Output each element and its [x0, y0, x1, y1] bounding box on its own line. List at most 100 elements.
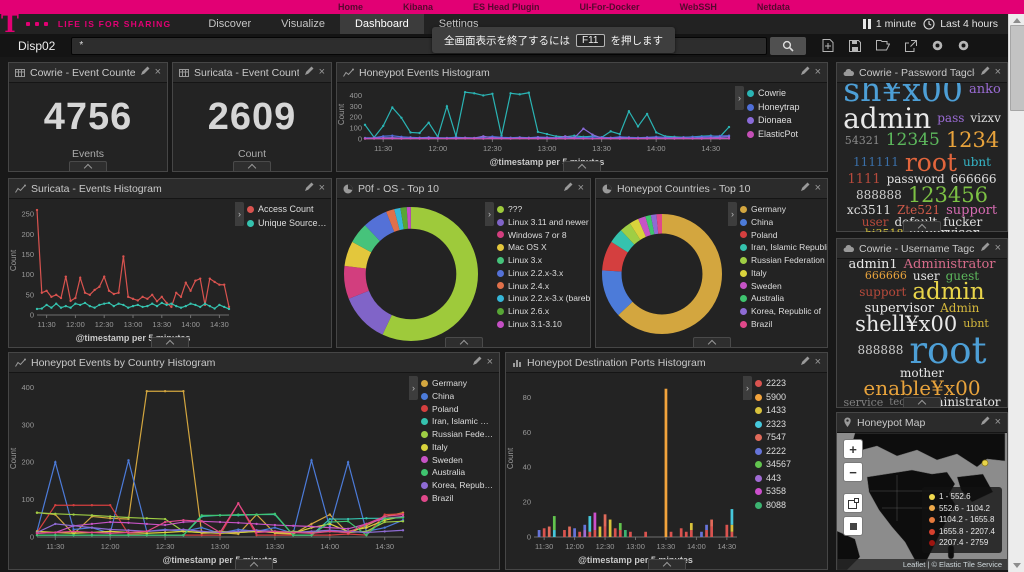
- tagcloud-word[interactable]: 111111: [853, 154, 899, 169]
- tagcloud-word[interactable]: support: [859, 284, 907, 299]
- edit-panel-icon[interactable]: [304, 182, 314, 195]
- tagcloud-word[interactable]: support: [946, 202, 998, 218]
- legend-item[interactable]: Australia: [421, 466, 493, 479]
- tagcloud-word[interactable]: admin1: [848, 259, 898, 272]
- edit-panel-icon[interactable]: [563, 182, 573, 195]
- legend-item[interactable]: Linux 3.1-3.10: [497, 318, 590, 331]
- tagcloud-word[interactable]: administrator: [917, 395, 1001, 408]
- countries-donut-chart[interactable]: [599, 211, 725, 337]
- edit-panel-icon[interactable]: [800, 66, 810, 79]
- close-panel-icon[interactable]: ×: [318, 66, 325, 78]
- legend-item[interactable]: 443: [755, 472, 821, 486]
- collapse-tab[interactable]: [69, 161, 107, 173]
- external-link-home[interactable]: Home: [338, 2, 364, 12]
- legend-toggle-icon[interactable]: ›: [409, 376, 418, 400]
- panel-header[interactable]: Cowrie - Event Counter ×: [9, 63, 167, 83]
- circle-button-2[interactable]: [958, 40, 969, 51]
- tagcloud-word[interactable]: ubnt: [963, 317, 989, 331]
- tagcloud-word[interactable]: user: [861, 214, 889, 229]
- scroll-up-arrow[interactable]: [1013, 18, 1021, 23]
- panel-header[interactable]: P0f - OS - Top 10 ×: [337, 179, 590, 199]
- time-range-button[interactable]: Last 4 hours: [923, 18, 998, 30]
- panel-header[interactable]: Suricata - Event Counter ×: [173, 63, 331, 83]
- tagcloud-word[interactable]: pass: [937, 110, 965, 125]
- tagcloud-word[interactable]: Administrator: [903, 259, 996, 272]
- legend-item[interactable]: Korea, Republic of: [740, 305, 827, 318]
- tagcloud-word[interactable]: supervisor: [864, 300, 935, 316]
- legend-item[interactable]: Italy: [740, 267, 827, 280]
- legend-item[interactable]: Windows 7 or 8: [497, 229, 590, 242]
- legend-item[interactable]: 2323: [755, 418, 821, 432]
- legend-item[interactable]: Russian Federation: [421, 428, 493, 441]
- zoom-in-button[interactable]: +: [843, 439, 863, 459]
- new-dashboard-icon[interactable]: [822, 39, 834, 52]
- p0f-os-donut-chart[interactable]: [341, 204, 481, 344]
- external-link-ui-for-docker[interactable]: UI-For-Docker: [579, 2, 640, 12]
- edit-panel-icon[interactable]: [980, 66, 990, 79]
- legend-item[interactable]: Access Count: [247, 203, 327, 217]
- collapse-tab[interactable]: [563, 161, 601, 173]
- tab-visualize[interactable]: Visualize: [281, 18, 325, 30]
- legend-item[interactable]: 5358: [755, 485, 821, 499]
- legend-toggle-icon[interactable]: ›: [743, 376, 752, 400]
- refresh-interval-button[interactable]: 1 minute: [862, 18, 916, 30]
- collapse-tab[interactable]: [444, 337, 483, 349]
- tagcloud-word[interactable]: shell¥x00: [855, 311, 958, 336]
- tagcloud-word[interactable]: Zte521: [896, 203, 941, 218]
- panel-header[interactable]: Honeypot Countries - Top 10 ×: [596, 179, 827, 199]
- tagcloud-word[interactable]: Admin: [940, 301, 980, 316]
- scroll-down-arrow[interactable]: [1013, 563, 1021, 568]
- map-canvas[interactable]: + − 1 - 552.6 552.6 - 1104.2 1104.2 - 1655…: [837, 433, 1007, 570]
- panel-header[interactable]: Cowrie - Username Tagcloud ×: [837, 239, 1007, 259]
- collapse-tab[interactable]: [235, 559, 273, 571]
- legend-item[interactable]: Unique Source IPs: [247, 217, 327, 231]
- zoom-out-button[interactable]: −: [843, 462, 863, 482]
- page-scrollbar[interactable]: [1008, 14, 1024, 572]
- ports-histogram-chart[interactable]: 0 20 40 60 80 Count 11:30 12:00 12:30 13:00 13:30 1…: [506, 373, 743, 567]
- legend-item[interactable]: Mac OS X: [497, 241, 590, 254]
- legend-item[interactable]: ???: [497, 203, 590, 216]
- search-button[interactable]: [770, 36, 807, 55]
- collapse-tab[interactable]: [692, 337, 731, 349]
- tagcloud-word[interactable]: fucker: [943, 214, 983, 229]
- external-link-netdata[interactable]: Netdata: [756, 2, 790, 12]
- legend-item[interactable]: 2222: [755, 445, 821, 459]
- edit-panel-icon[interactable]: [980, 416, 990, 429]
- tagcloud-word[interactable]: admin: [912, 278, 985, 305]
- legend-item[interactable]: 34567: [755, 458, 821, 472]
- tab-discover[interactable]: Discover: [208, 18, 252, 30]
- edit-panel-icon[interactable]: [980, 242, 990, 255]
- legend-item[interactable]: Linux 3.x: [497, 254, 590, 267]
- legend-toggle-icon[interactable]: ›: [485, 202, 494, 226]
- collapse-tab[interactable]: [151, 337, 189, 349]
- tagcloud-word[interactable]: tech: [889, 397, 912, 408]
- tagcloud-word[interactable]: 123456: [907, 182, 988, 207]
- tagcloud-word[interactable]: hi3518: [865, 228, 904, 232]
- legend-item[interactable]: Sweden: [740, 280, 827, 293]
- panel-header[interactable]: Honeypot Destination Ports Histogram ×: [506, 353, 827, 373]
- tagcloud-word[interactable]: admin: [843, 101, 932, 135]
- tagcloud-word[interactable]: 12345: [885, 130, 940, 151]
- tab-dashboard[interactable]: Dashboard: [339, 14, 424, 34]
- legend-item[interactable]: 7547: [755, 431, 821, 445]
- event-marker[interactable]: [981, 459, 989, 467]
- fit-bounds-button[interactable]: [843, 516, 863, 536]
- external-link-webssh[interactable]: WebSSH: [679, 2, 717, 12]
- legend-item[interactable]: Honeytrap: [747, 101, 823, 115]
- tagcloud-word[interactable]: 54321: [844, 133, 880, 147]
- legend-item[interactable]: Germany: [421, 377, 493, 390]
- tagcloud-word[interactable]: 666666: [950, 172, 997, 187]
- legend-item[interactable]: Brazil: [421, 492, 493, 505]
- tagcloud-word[interactable]: guest: [945, 268, 980, 283]
- close-panel-icon[interactable]: ×: [318, 182, 325, 194]
- legend-item[interactable]: Korea, Republic of: [421, 479, 493, 492]
- legend-item[interactable]: China: [421, 390, 493, 403]
- edit-panel-icon[interactable]: [304, 66, 314, 79]
- legend-item[interactable]: Cowrie: [747, 87, 823, 101]
- close-panel-icon[interactable]: ×: [814, 356, 821, 368]
- tagcloud-word[interactable]: vizxv: [970, 110, 1001, 125]
- legend-item[interactable]: Linux 2.6.x: [497, 305, 590, 318]
- panel-header[interactable]: Honeypot Map ×: [837, 413, 1007, 433]
- collapse-tab[interactable]: [903, 221, 941, 233]
